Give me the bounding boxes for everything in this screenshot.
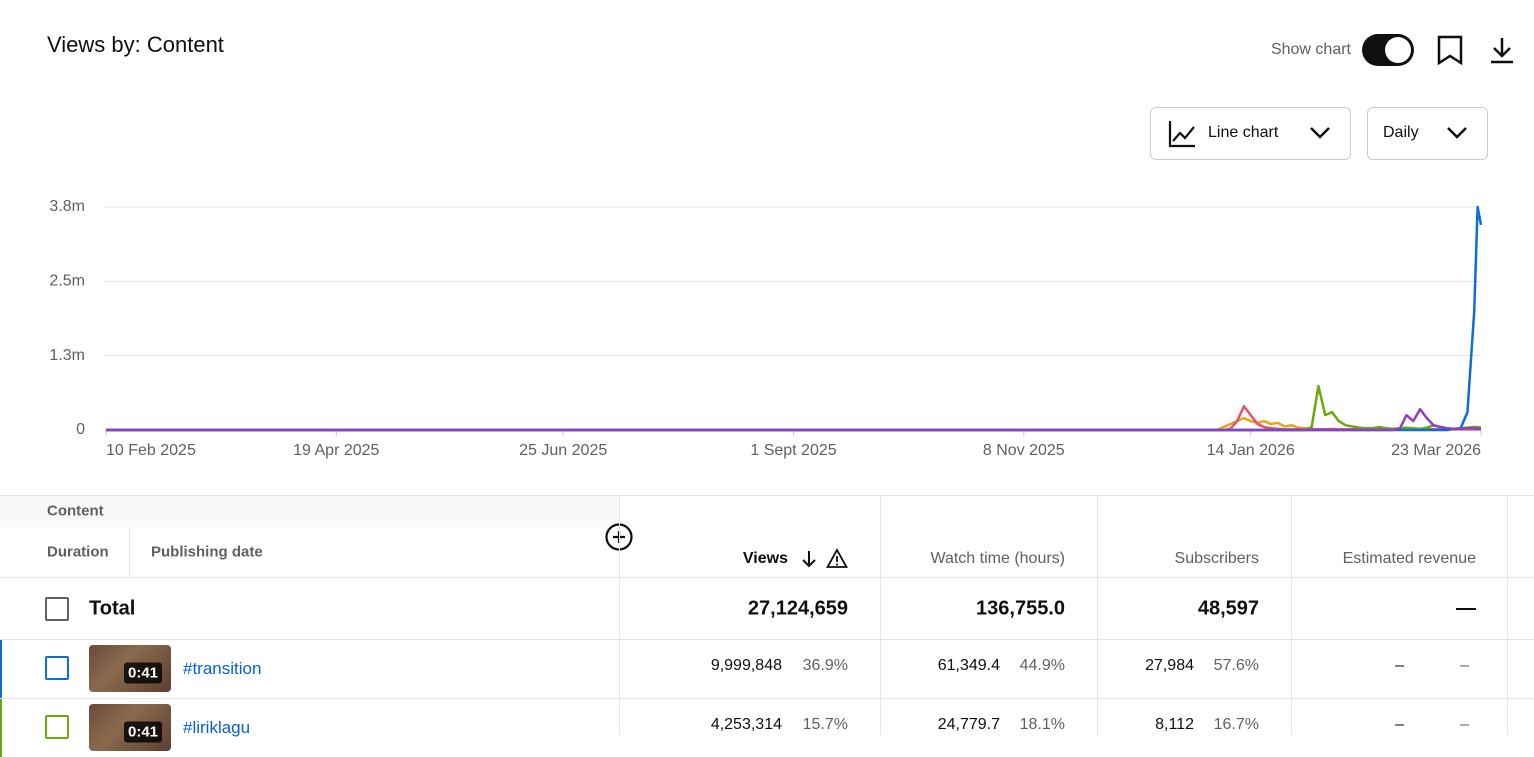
row-accent: [0, 640, 2, 698]
row-accent: [0, 699, 2, 757]
interval-dropdown[interactable]: [1367, 107, 1488, 160]
page-title: Views by: Content: [47, 32, 224, 57]
subscribers-header[interactable]: Subscribers: [1174, 550, 1259, 567]
divider: [129, 528, 130, 577]
border: [619, 495, 620, 735]
series-line: [106, 404, 1481, 432]
cell-share: –: [1460, 657, 1469, 674]
chevron-icon: [1310, 127, 1330, 139]
page: { "header": {"title": "Views by: Content…: [0, 32, 1534, 757]
total-revenue: —: [1456, 597, 1476, 620]
border: [1291, 495, 1292, 735]
x-tick-label: 1 Sept 2025: [750, 442, 836, 459]
y-tick-label: 3.8m: [49, 198, 85, 215]
cell-share: 18.1%: [1019, 716, 1065, 733]
cell-share: 36.9%: [802, 657, 848, 674]
border: [0, 577, 1534, 578]
checkbox[interactable]: [45, 597, 69, 621]
publishing-date-header[interactable]: Publishing date: [151, 543, 263, 561]
cell-value: 61,349.4: [937, 657, 1000, 674]
content-header: Content: [47, 502, 104, 520]
x-tick-label: 23 Mar 2026: [1391, 442, 1481, 459]
cell-share: 15.7%: [802, 716, 848, 733]
line-chart-icon: [1168, 121, 1195, 148]
x-tick-label: 10 Feb 2025: [106, 442, 196, 459]
video-title[interactable]: #liriklagu: [183, 718, 251, 737]
y-tick-label: 1.3m: [49, 347, 85, 364]
x-tick-label: 19 Apr 2025: [293, 442, 379, 459]
cell-share: –: [1460, 716, 1469, 733]
total-label: Total: [89, 597, 136, 620]
cell-share: 16.7%: [1213, 716, 1259, 733]
cell-value: 8,112: [1155, 716, 1194, 733]
cell-value: 24,779.7: [937, 716, 1000, 733]
download-icon[interactable]: [1488, 36, 1516, 64]
toggle[interactable]: [1361, 33, 1415, 67]
sort-arrow-icon: [802, 551, 816, 568]
content-header-bg: [0, 496, 619, 527]
total-watch-time: 136,755.0: [976, 597, 1065, 620]
x-tick-label: 25 Jun 2025: [519, 442, 607, 459]
revenue-header[interactable]: Estimated revenue: [1342, 550, 1476, 567]
cell-value: –: [1395, 657, 1404, 674]
cell-value: 4,253,314: [710, 716, 782, 733]
border: [0, 495, 1534, 496]
cell-value: 9,999,848: [710, 657, 782, 674]
views-header[interactable]: Views: [742, 550, 788, 567]
total-subscribers: 48,597: [1197, 597, 1259, 620]
cell-share: 44.9%: [1019, 657, 1065, 674]
duration-badge: 0:41: [124, 662, 163, 684]
warning-icon: [826, 548, 848, 568]
border: [1097, 495, 1098, 735]
y-tick-label: 0: [76, 421, 85, 438]
cell-value: 27,984: [1145, 657, 1194, 674]
watch-time-header[interactable]: Watch time (hours): [930, 550, 1065, 567]
border: [1507, 495, 1508, 735]
y-tick-label: 2.5m: [49, 273, 85, 290]
x-tick-label: 14 Jan 2026: [1207, 442, 1295, 459]
chart-type-dropdown[interactable]: [1150, 107, 1351, 160]
border: [0, 698, 1534, 699]
border: [0, 639, 1534, 640]
cell-share: 57.6%: [1213, 657, 1259, 674]
series-line: [106, 407, 1481, 432]
video-title[interactable]: #transition: [183, 659, 262, 678]
cell-value: –: [1395, 716, 1404, 733]
x-tick-label: 8 Nov 2025: [983, 442, 1065, 459]
show-chart-label: Show chart: [1270, 41, 1351, 58]
bookmark-icon[interactable]: [1436, 35, 1464, 65]
border: [880, 495, 881, 735]
chart: 0 1.3m 2.5m 3.8m 10 Feb 2025 19 Apr 2025 25 Ju…: [49, 198, 1483, 459]
page-body: 0 1.3m 2.5m 3.8m 10 Feb 2025 19 Apr 2025 25 Ju…: [0, 32, 1534, 757]
series-line: [106, 205, 1483, 432]
chart-type-label: Line chart: [1208, 124, 1279, 141]
interval-label: Daily: [1383, 124, 1419, 141]
chevron-icon: [1447, 127, 1467, 139]
duration-header[interactable]: Duration: [47, 543, 109, 561]
duration-badge: 0:41: [124, 721, 163, 743]
checkbox[interactable]: [45, 656, 69, 680]
checkbox[interactable]: [45, 715, 69, 739]
total-views: 27,124,659: [747, 597, 848, 620]
